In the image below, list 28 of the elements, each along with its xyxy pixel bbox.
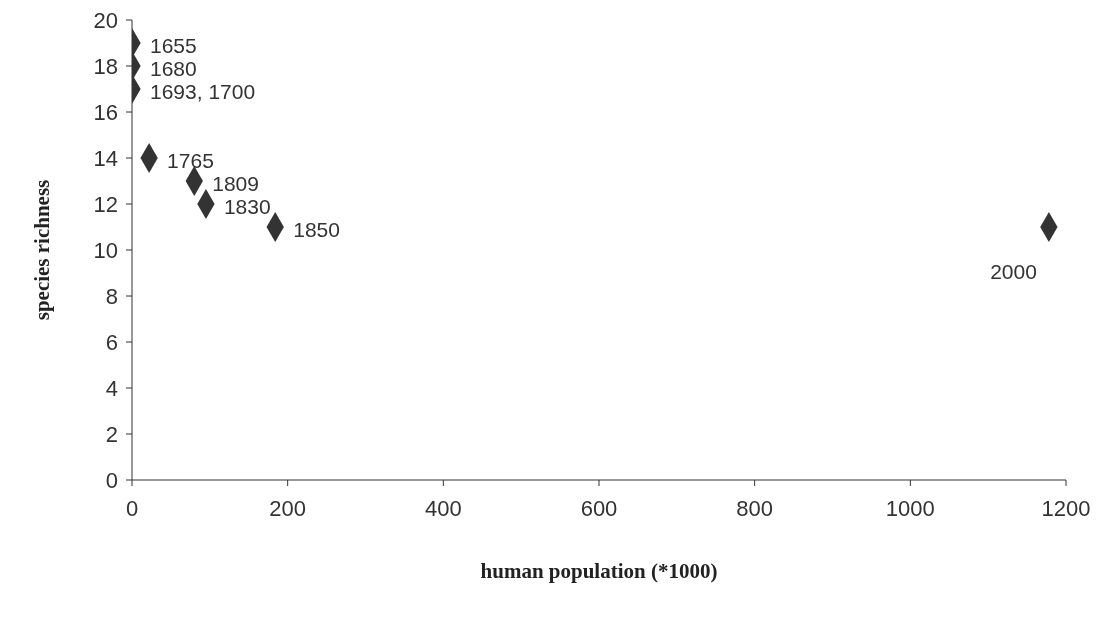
annotation: 1693, 1700: [150, 80, 256, 103]
x-tick-label: 800: [736, 495, 774, 521]
annotation: 1765: [167, 149, 214, 172]
y-tick-label: 12: [93, 191, 118, 217]
x-tick-label: 200: [269, 495, 307, 521]
x-tick-label: 600: [580, 495, 618, 521]
y-tick-label: 0: [105, 467, 118, 493]
y-axis-title: species richness: [30, 179, 55, 321]
y-tick-label: 20: [93, 7, 118, 33]
annotation: 1850: [293, 218, 340, 241]
y-tick-label: 10: [93, 237, 118, 263]
y-tick-label: 14: [93, 145, 118, 171]
x-tick-label: 0: [125, 495, 139, 521]
x-axis-title: human population (*1000): [480, 559, 718, 583]
y-tick-label: 16: [93, 99, 118, 125]
y-tick-label: 2: [105, 421, 118, 447]
annotation: 1830: [223, 195, 271, 218]
y-tick-label: 6: [105, 329, 118, 355]
y-tick-label: 4: [105, 375, 118, 401]
x-tick-label: 1000: [885, 495, 935, 521]
y-tick-label: 8: [105, 283, 118, 309]
x-tick-label: 400: [424, 495, 462, 521]
x-tick-label: 1200: [1041, 495, 1091, 521]
annotation: 1680: [150, 57, 197, 80]
y-tick-label: 18: [93, 53, 118, 79]
annotation: 1809: [212, 172, 259, 195]
annotation: 1655: [150, 34, 197, 57]
annotation: 2000: [990, 260, 1037, 283]
